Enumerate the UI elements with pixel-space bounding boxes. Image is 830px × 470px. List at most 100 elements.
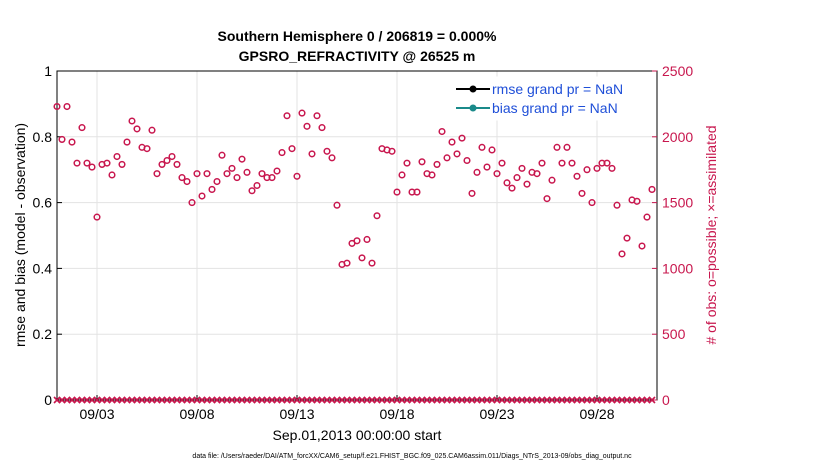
data-point-possible [88,163,96,171]
data-point-possible [428,171,436,179]
data-point-possible [503,179,511,187]
data-point-possible [328,154,336,162]
data-point-possible [413,188,421,196]
data-point-possible [608,164,616,172]
y-tick-label-left: 0.6 [33,195,53,211]
data-point-possible [443,154,451,162]
data-point-possible [573,172,581,180]
data-point-possible [63,102,71,111]
x-tick-label: 09/18 [379,406,414,422]
data-point-possible [313,112,321,120]
data-point-possible [393,188,401,196]
data-point-possible [123,138,131,146]
data-point-possible [583,166,591,174]
data-point-possible [323,147,331,155]
data-point-possible [613,201,621,209]
data-point-possible [523,180,531,188]
data-point-possible [518,164,526,172]
data-point-possible [93,213,101,221]
data-point-possible [353,237,361,245]
data-point-possible [168,152,176,161]
x-tick-label: 09/23 [479,406,514,422]
data-point-possible [248,187,256,195]
data-point-possible [143,145,151,153]
data-point-possible [548,176,556,184]
data-point-possible [73,159,81,167]
data-point-possible [213,177,221,186]
x-tick-label: 09/03 [79,406,114,422]
data-point-possible [113,152,121,161]
data-point-possible [278,149,286,157]
legend-marker-bias [469,104,477,112]
data-point-possible [78,124,86,132]
data-point-possible [358,254,366,262]
data-point-possible [618,250,626,258]
legend: rmse grand pr = NaN bias grand pr = NaN [450,76,650,121]
data-point-possible [538,159,546,167]
data-point-possible [363,235,371,243]
x-tick-label: 09/28 [579,406,614,422]
data-point-possible [438,127,446,136]
y-tick-label-right: 500 [662,326,686,342]
data-point-possible [483,163,491,171]
data-point-possible [183,177,191,186]
data-point-possible [283,112,291,120]
data-point-possible [373,212,381,220]
data-point-possible [188,199,196,207]
y-tick-label-right: 1500 [662,195,693,211]
data-point-possible [558,159,566,167]
data-point-possible [368,259,376,267]
data-point-possible [488,146,496,154]
data-point-possible [333,201,341,209]
data-point-possible [193,170,201,178]
data-point-possible [243,168,251,176]
data-point-possible [463,156,471,165]
x-axis-label: Sep.01,2013 00:00:00 start [273,427,442,443]
x-tick-label: 09/13 [279,406,314,422]
data-point-possible [198,192,206,200]
data-point-possible [453,150,461,158]
y-tick-label-right: 2000 [662,129,693,145]
data-point-possible [493,170,501,178]
data-point-possible [418,158,426,166]
data-point-possible [588,199,596,207]
data-point-possible [258,170,266,178]
data-point-possible [133,125,141,133]
data-point-possible [648,185,656,193]
y-tick-label-right: 0 [662,392,670,408]
y-tick-label-left: 0.8 [33,129,53,145]
data-point-possible [468,189,476,197]
data-point-possible [148,126,156,134]
data-point-possible [593,164,601,172]
data-point-possible [308,150,316,158]
data-point-possible [68,138,76,146]
data-point-possible [178,174,186,182]
legend-label-bias: bias grand pr = NaN [492,100,618,116]
data-point-possible [208,185,216,193]
y-axis-label-left: rmse and bias (model - observation) [12,123,28,347]
data-point-possible [128,117,136,125]
data-point-possible [343,259,351,267]
data-point-possible [253,181,261,190]
data-point-possible [533,170,541,178]
chart-title-line-2: GPSRO_REFRACTIVITY @ 26525 m [239,48,476,64]
data-point-possible [223,170,231,178]
data-point-possible [388,147,396,155]
data-point-possible [108,171,116,179]
data-point-possible [173,160,181,168]
y-tick-label-left: 0.4 [33,260,53,276]
chart-title-line-1: Southern Hemisphere 0 / 206819 = 0.000% [218,28,498,44]
data-point-possible [293,172,301,180]
y-tick-label-left: 0 [44,392,52,408]
data-point-possible [623,234,631,242]
ticks: 09/03 09/08 09/13 09/18 09/23 09/28 0 0.2 0.4 0.6… [33,63,694,422]
data-point-possible [448,138,456,146]
data-point-possible [298,109,306,117]
data-point-possible [403,159,411,167]
data-point-possible [458,134,466,142]
x-tick-label: 09/08 [179,406,214,422]
data-point-possible [268,174,276,182]
data-point-possible [103,159,111,167]
data-point-possible [228,164,236,172]
